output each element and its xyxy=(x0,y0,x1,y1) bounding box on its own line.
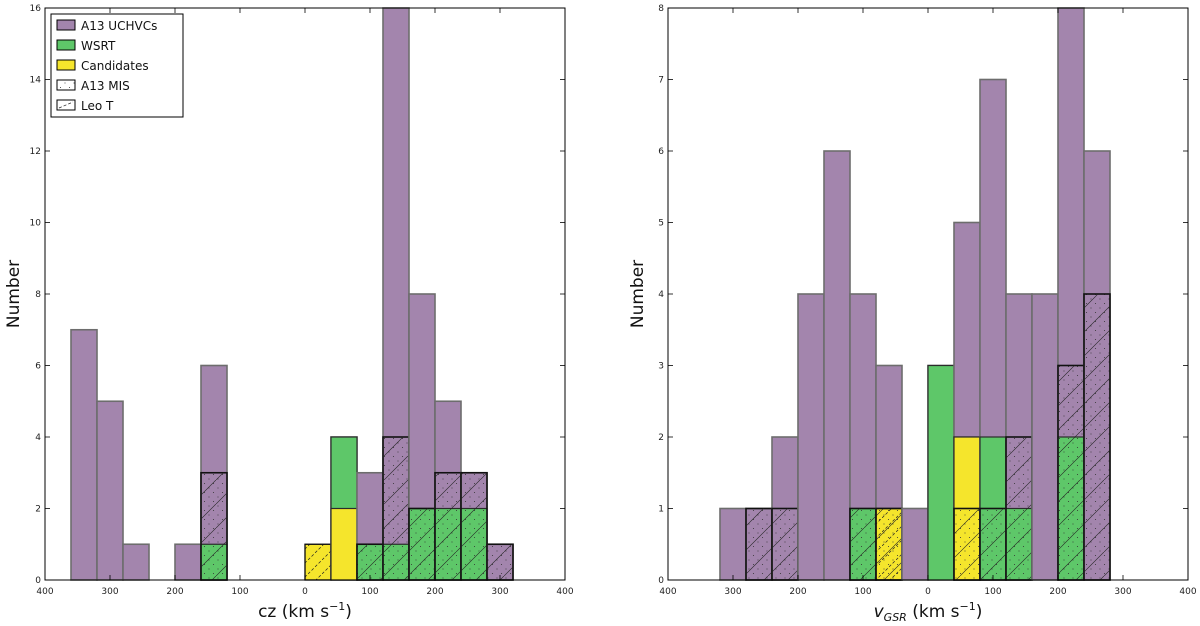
legend-swatch-candidates xyxy=(56,59,76,71)
right-ytick-label: 1 xyxy=(658,505,664,515)
right-xtick-label: 400 xyxy=(659,587,676,597)
left-bar-uchvc-3 xyxy=(174,543,202,581)
right-xtick-label: 400 xyxy=(1179,587,1196,597)
right-bar-mis-hatch-14 xyxy=(1084,294,1110,580)
left-xtick-label: 400 xyxy=(556,587,573,597)
right-xtick-label: 200 xyxy=(789,587,806,597)
left-ytick-label: 10 xyxy=(30,219,42,229)
legend-entry-candidates: Candidates xyxy=(56,59,149,73)
right-xtick-label: 300 xyxy=(1114,587,1131,597)
legend-entry-wsrt: WSRT xyxy=(56,39,116,53)
right-bar-uchvc-3 xyxy=(797,293,825,581)
left-ytick-label: 6 xyxy=(35,362,41,372)
right-bar-mis-hatch-10 xyxy=(980,508,1006,580)
legend-swatch-uchvc xyxy=(56,19,76,31)
left-bar-mis-hatch-11 xyxy=(461,472,487,580)
left-bar-mis-hatch-4 xyxy=(201,472,227,580)
left-bar-mis-hatch-10 xyxy=(435,472,461,580)
left-y-axis-label: Number xyxy=(4,260,24,328)
left-xtick-label: 200 xyxy=(426,587,443,597)
right-ytick-label: 4 xyxy=(658,290,664,300)
right-bar-uchvc-4 xyxy=(823,150,851,581)
left-xticks: 400 300 200 100 0 100 200 300 400 xyxy=(36,8,574,597)
left-bar-uchvc-0 xyxy=(70,328,98,581)
legend-entry-leot: Leo T xyxy=(56,99,114,113)
left-xtick-label: 100 xyxy=(361,587,378,597)
left-ytick-label: 14 xyxy=(30,76,42,86)
right-ytick-label: 8 xyxy=(658,4,664,14)
left-bar-candidates-6 xyxy=(330,507,358,581)
left-xtick-label: 0 xyxy=(302,587,308,597)
right-bar-mis-hatch-11 xyxy=(1006,437,1032,580)
legend: A13 UCHVCs WSRT Candidates A13 MIS Leo T xyxy=(50,13,184,118)
right-bar-mis-hatch-9 xyxy=(954,508,980,580)
right-y-axis-label: Number xyxy=(628,260,648,328)
right-x-axis-label: vGSR (km s−1) xyxy=(874,600,983,624)
legend-label-candidates: Candidates xyxy=(81,59,149,73)
left-x-axis-label: cz (km s−1) xyxy=(258,600,352,622)
left-bar-mis-hatch-12 xyxy=(487,544,513,580)
right-xtick-label: 0 xyxy=(925,587,931,597)
left-ytick-label: 12 xyxy=(30,147,41,157)
legend-entry-uchvc: A13 UCHVCs xyxy=(56,19,157,33)
left-bar-mis-hatch-7 xyxy=(357,544,383,580)
left-yticks: 0 2 4 6 8 10 12 14 16 xyxy=(30,4,565,586)
panel-right: 400 300 200 100 0 100 200 300 400 0 1 2 3 4 5 6 7 8 Numb… xyxy=(628,4,1197,624)
left-xtick-label: 400 xyxy=(36,587,53,597)
right-bar-wsrt-8 xyxy=(927,364,955,581)
left-bar-uchvc-1 xyxy=(96,400,124,581)
right-bar-mis-hatch-2 xyxy=(772,508,798,580)
right-xticks: 400 300 200 100 0 100 200 300 400 xyxy=(659,8,1197,597)
legend-entry-mis: A13 MIS xyxy=(56,79,130,93)
legend-swatch-mis xyxy=(56,79,76,91)
right-bar-mis-hatch-13 xyxy=(1058,365,1084,580)
right-ytick-label: 0 xyxy=(658,576,664,586)
legend-swatch-leot-hatch xyxy=(58,101,74,109)
right-ytick-label: 2 xyxy=(658,433,664,443)
legend-label-wsrt: WSRT xyxy=(81,39,116,53)
left-ytick-label: 2 xyxy=(35,505,41,515)
right-bar-mis-hatch-5 xyxy=(850,508,876,580)
right-bars xyxy=(719,7,1111,581)
right-bar-uchvc-12 xyxy=(1031,293,1059,581)
left-ytick-label: 8 xyxy=(35,290,41,300)
right-ytick-label: 5 xyxy=(658,219,664,229)
legend-label-uchvc: A13 UCHVCs xyxy=(81,19,157,33)
right-ytick-label: 7 xyxy=(658,76,664,86)
right-bar-uchvc-0 xyxy=(719,507,747,581)
left-ytick-label: 4 xyxy=(35,433,41,443)
right-xtick-label: 200 xyxy=(1049,587,1066,597)
right-ytick-label: 3 xyxy=(658,362,664,372)
right-yticks: 0 1 2 3 4 5 6 7 8 xyxy=(658,4,1188,586)
right-xtick-label: 100 xyxy=(984,587,1001,597)
left-xtick-label: 300 xyxy=(101,587,118,597)
right-bar-leot-6 xyxy=(875,507,903,581)
right-bar-uchvc-7 xyxy=(901,507,929,581)
right-xtick-label: 100 xyxy=(854,587,871,597)
left-xtick-label: 100 xyxy=(231,587,248,597)
left-xtick-label: 300 xyxy=(491,587,508,597)
left-xtick-label: 200 xyxy=(166,587,183,597)
left-bar-mis-hatch-8 xyxy=(383,437,409,580)
right-xtick-label: 300 xyxy=(724,587,741,597)
legend-swatch-wsrt xyxy=(56,39,76,51)
left-ytick-label: 0 xyxy=(35,576,41,586)
left-ytick-label: 16 xyxy=(30,4,42,14)
right-bar-mis-hatch-1 xyxy=(746,508,772,580)
legend-label-leot: Leo T xyxy=(81,99,114,113)
left-bar-uchvc-2 xyxy=(122,543,150,581)
legend-label-mis: A13 MIS xyxy=(81,79,130,93)
right-ytick-label: 6 xyxy=(658,147,664,157)
panel-left: 400 300 200 100 0 100 200 300 400 0246810121416 … xyxy=(4,4,574,622)
left-bar-mis-hatch-9 xyxy=(409,508,435,580)
left-bar-leot-5 xyxy=(304,543,332,581)
